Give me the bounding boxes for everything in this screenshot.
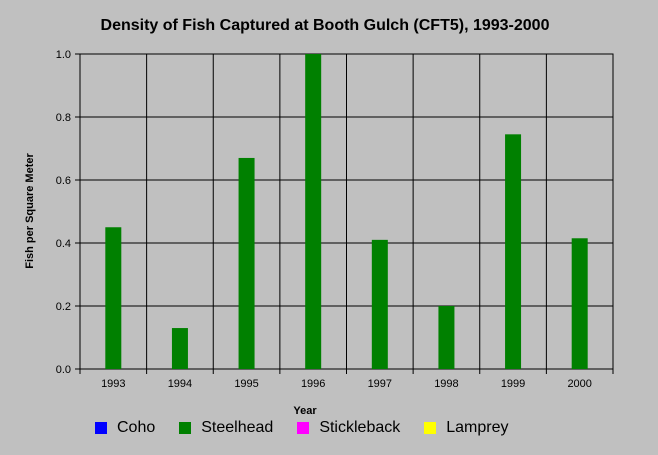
bar-steelhead-1994 xyxy=(171,328,188,369)
x-axis-label: Year xyxy=(293,405,317,417)
y-tick-label-2: 0.4 xyxy=(56,238,71,250)
legend-item-stickleback: Stickleback xyxy=(297,419,400,437)
legend-item-coho: Coho xyxy=(95,419,155,437)
x-tick-label-2000: 2000 xyxy=(567,378,591,390)
x-tick-label-1993: 1993 xyxy=(101,378,125,390)
bar-steelhead-1997 xyxy=(371,239,388,369)
grid-lines xyxy=(80,54,613,369)
x-tick-label-1999: 1999 xyxy=(501,378,525,390)
legend: Coho Steelhead Stickleback Lamprey xyxy=(95,419,532,437)
x-tick-label-1998: 1998 xyxy=(434,378,458,390)
y-tick-label-5: 1.0 xyxy=(56,49,71,61)
legend-swatch-lamprey xyxy=(424,422,437,434)
legend-swatch-coho xyxy=(95,422,107,434)
legend-label-steelhead: Steelhead xyxy=(201,419,274,436)
legend-label-stickleback: Stickleback xyxy=(319,419,401,436)
bar-steelhead-1996 xyxy=(305,54,322,369)
legend-item-lamprey: Lamprey xyxy=(424,419,508,437)
x-tick-label-1994: 1994 xyxy=(168,378,192,390)
y-tick-label-4: 0.8 xyxy=(56,112,71,124)
y-tick-label-3: 0.6 xyxy=(56,175,71,187)
y-axis-label: Fish per Square Meter xyxy=(24,153,36,269)
x-tick-label-1997: 1997 xyxy=(368,378,392,390)
legend-label-lamprey: Lamprey xyxy=(446,419,509,436)
bar-steelhead-1998 xyxy=(438,306,455,369)
x-tick-label-1995: 1995 xyxy=(234,378,258,390)
y-tick-label-1: 0.2 xyxy=(56,301,71,313)
bar-steelhead-1993 xyxy=(105,227,122,369)
bar-steelhead-2000 xyxy=(571,238,588,369)
legend-item-steelhead: Steelhead xyxy=(179,419,273,437)
x-tick-labels: 1993 1994 1995 1996 1997 1998 1999 2000 xyxy=(79,369,614,390)
bars xyxy=(105,54,588,369)
chart-title: Density of Fish Captured at Booth Gulch … xyxy=(101,17,550,34)
bar-steelhead-1999 xyxy=(505,134,522,369)
y-tick-label-0: 0.0 xyxy=(56,364,71,376)
bar-steelhead-1995 xyxy=(238,157,255,369)
legend-swatch-stickleback xyxy=(297,422,310,434)
legend-label-coho: Coho xyxy=(117,419,156,436)
legend-swatch-steelhead xyxy=(179,422,192,434)
y-tick-labels: 0.0 0.2 0.4 0.6 0.8 1.0 xyxy=(56,49,80,376)
x-tick-label-1996: 1996 xyxy=(301,378,325,390)
